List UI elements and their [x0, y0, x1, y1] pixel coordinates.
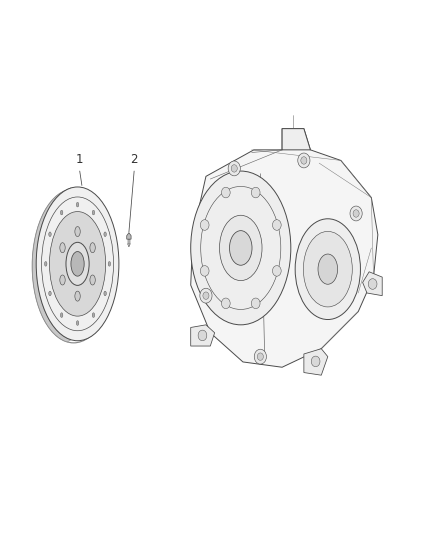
Circle shape — [272, 220, 281, 230]
Ellipse shape — [49, 232, 51, 237]
Ellipse shape — [36, 187, 119, 341]
Circle shape — [353, 210, 359, 217]
Ellipse shape — [219, 215, 262, 280]
Circle shape — [200, 220, 209, 230]
Circle shape — [222, 187, 230, 198]
Ellipse shape — [90, 243, 95, 253]
Ellipse shape — [295, 219, 360, 319]
Circle shape — [368, 279, 377, 289]
Ellipse shape — [60, 275, 65, 285]
Polygon shape — [363, 272, 382, 296]
Circle shape — [200, 288, 212, 303]
Polygon shape — [32, 188, 71, 342]
Polygon shape — [191, 325, 215, 346]
Circle shape — [254, 349, 266, 364]
Ellipse shape — [104, 232, 106, 237]
Ellipse shape — [75, 291, 80, 301]
Polygon shape — [191, 128, 378, 367]
Circle shape — [198, 330, 207, 341]
Ellipse shape — [76, 203, 79, 207]
Ellipse shape — [90, 275, 95, 285]
Circle shape — [222, 298, 230, 309]
Circle shape — [311, 356, 320, 367]
Ellipse shape — [60, 313, 63, 318]
Ellipse shape — [92, 211, 95, 215]
Ellipse shape — [66, 243, 89, 285]
Circle shape — [228, 161, 240, 176]
Circle shape — [251, 187, 260, 198]
Circle shape — [231, 165, 237, 172]
Ellipse shape — [104, 291, 106, 296]
Ellipse shape — [49, 291, 51, 296]
Circle shape — [272, 265, 281, 276]
Circle shape — [298, 153, 310, 168]
Polygon shape — [127, 239, 130, 244]
Circle shape — [350, 206, 362, 221]
Text: 2: 2 — [131, 153, 138, 166]
Polygon shape — [304, 349, 328, 375]
Circle shape — [203, 292, 209, 300]
Ellipse shape — [318, 254, 338, 284]
Polygon shape — [127, 233, 131, 239]
Circle shape — [257, 353, 263, 360]
Ellipse shape — [60, 243, 65, 253]
Ellipse shape — [75, 227, 80, 237]
Ellipse shape — [60, 211, 63, 215]
Ellipse shape — [76, 321, 79, 325]
Ellipse shape — [49, 212, 106, 316]
Circle shape — [251, 298, 260, 309]
Ellipse shape — [191, 171, 291, 325]
Ellipse shape — [230, 231, 252, 265]
Ellipse shape — [304, 231, 352, 307]
Ellipse shape — [108, 262, 111, 266]
Circle shape — [200, 265, 209, 276]
Ellipse shape — [71, 252, 84, 276]
Ellipse shape — [92, 313, 95, 318]
Text: 1: 1 — [76, 153, 84, 166]
Ellipse shape — [45, 262, 47, 266]
Polygon shape — [282, 128, 311, 150]
Circle shape — [301, 157, 307, 164]
